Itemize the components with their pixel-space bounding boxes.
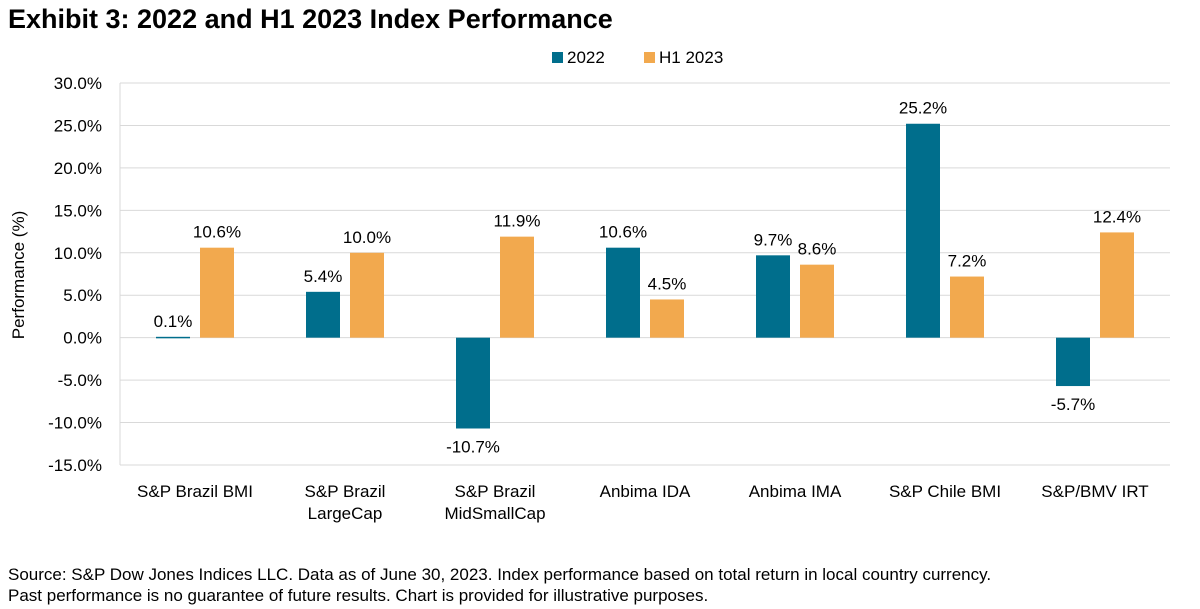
legend-swatch — [552, 52, 563, 63]
gridlines — [119, 82, 1170, 466]
bar-2022 — [1056, 337, 1090, 387]
bar-h1-2023 — [500, 236, 534, 338]
bar-2022 — [156, 336, 190, 339]
legend-swatch — [644, 52, 655, 63]
bar-h1-2023 — [1100, 232, 1134, 338]
y-axis-tick-labels: 30.0% 25.0% 20.0% 15.0% 10.0% 5.0% 0.0% -5.0% -1… — [48, 74, 102, 475]
x-tick-label: S&P Brazil — [305, 482, 386, 501]
y-tick-label: 30.0% — [54, 74, 102, 93]
bar-h1-2023 — [200, 247, 234, 338]
y-tick-label: 20.0% — [54, 159, 102, 178]
bar-h1-2023 — [350, 252, 384, 338]
source-line-1: Source: S&P Dow Jones Indices LLC. Data … — [8, 565, 992, 584]
legend-label: 2022 — [567, 48, 605, 67]
bar-chart: 30.0% 25.0% 20.0% 15.0% 10.0% 5.0% 0.0% -5.0% -1… — [9, 48, 1170, 523]
data-label: 12.4% — [1093, 207, 1141, 226]
x-tick-label: S&P Chile BMI — [889, 482, 1001, 501]
data-labels: 0.1% 10.6% 5.4% 10.0% -10.7% 11.9% 10.6% 4.5% 9.… — [154, 99, 1141, 457]
x-tick-label: MidSmallCap — [444, 504, 545, 523]
x-tick-label: S&P Brazil — [455, 482, 536, 501]
bar-h1-2023 — [650, 299, 684, 338]
x-tick-label: LargeCap — [308, 504, 383, 523]
y-tick-label: -10.0% — [48, 414, 102, 433]
data-label: 9.7% — [754, 230, 793, 249]
data-label: 10.6% — [599, 223, 647, 242]
bar-2022 — [756, 255, 790, 338]
bar-h1-2023 — [950, 276, 984, 338]
source-note: Source: S&P Dow Jones Indices LLC. Data … — [8, 564, 991, 606]
data-label: 5.4% — [304, 267, 343, 286]
bar-2022 — [606, 247, 640, 338]
chart-title: Exhibit 3: 2022 and H1 2023 Index Perfor… — [8, 4, 613, 34]
bar-2022 — [456, 337, 490, 429]
x-tick-label: S&P/BMV IRT — [1041, 482, 1148, 501]
x-axis-category-labels: S&P Brazil BMI S&P Brazil LargeCap S&P Braz… — [137, 482, 1149, 523]
legend-label: H1 2023 — [659, 48, 723, 67]
y-tick-label: 0.0% — [63, 329, 102, 348]
y-tick-label: 10.0% — [54, 244, 102, 263]
bars — [156, 123, 1134, 429]
bar-2022 — [306, 291, 340, 338]
bar-2022 — [906, 123, 940, 338]
y-tick-label: -15.0% — [48, 456, 102, 475]
x-tick-label: Anbima IMA — [749, 482, 842, 501]
y-axis-label: Performance (%) — [9, 211, 28, 339]
data-label: 10.0% — [343, 228, 391, 247]
data-label: -10.7% — [446, 437, 500, 456]
data-label: 10.6% — [193, 223, 241, 242]
bar-h1-2023 — [800, 264, 834, 338]
data-label: 7.2% — [948, 252, 987, 271]
source-line-2: Past performance is no guarantee of futu… — [8, 586, 709, 605]
x-tick-label: S&P Brazil BMI — [137, 482, 253, 501]
y-tick-label: 5.0% — [63, 286, 102, 305]
x-tick-label: Anbima IDA — [600, 482, 691, 501]
data-label: 4.5% — [648, 274, 687, 293]
y-tick-label: 25.0% — [54, 116, 102, 135]
data-label: -5.7% — [1051, 395, 1095, 414]
legend: 2022 H1 2023 — [552, 48, 723, 67]
y-tick-label: -5.0% — [58, 371, 102, 390]
data-label: 8.6% — [798, 240, 837, 259]
data-label: 0.1% — [154, 312, 193, 331]
data-label: 11.9% — [494, 212, 541, 231]
y-tick-label: 15.0% — [54, 201, 102, 220]
data-label: 25.2% — [899, 99, 947, 118]
